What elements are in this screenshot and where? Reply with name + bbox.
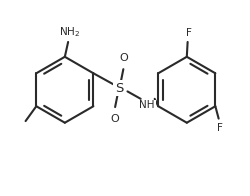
- Text: O: O: [110, 114, 119, 124]
- Text: F: F: [217, 123, 223, 133]
- Text: F: F: [186, 28, 192, 38]
- Text: S: S: [115, 82, 124, 95]
- Text: NH$_2$: NH$_2$: [59, 25, 80, 39]
- Text: O: O: [120, 53, 128, 63]
- Text: NH: NH: [140, 100, 155, 110]
